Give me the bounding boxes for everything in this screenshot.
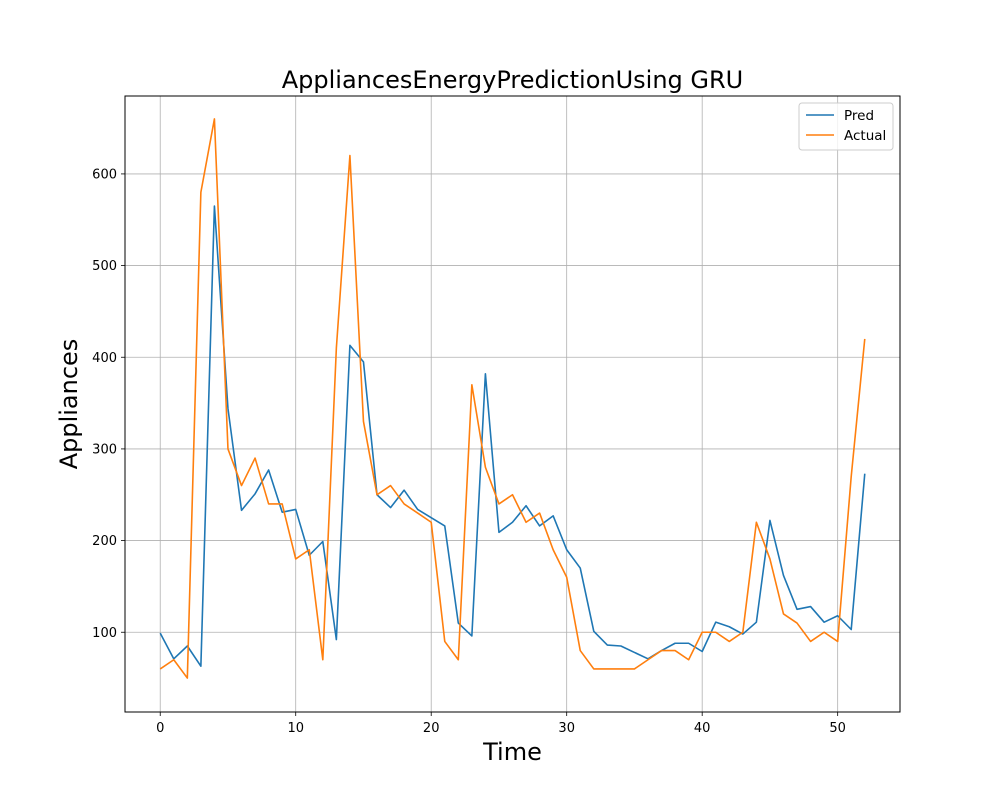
chart-title: AppliancesEnergyPredictionUsing GRU: [282, 66, 744, 94]
legend-label-pred: Pred: [844, 108, 874, 124]
x-tick-label: 30: [558, 721, 575, 736]
y-axis-label: Appliances: [55, 339, 83, 470]
plot-frame: [124, 95, 901, 713]
y-tick-label: 100: [92, 626, 117, 641]
axis-ticks: 0 10 20 30 40 50 100 200 300 400 500 600: [92, 167, 846, 736]
y-tick-label: 500: [92, 259, 117, 274]
legend-label-actual: Actual: [844, 128, 886, 144]
y-tick-label: 400: [92, 351, 117, 366]
x-tick-label: 50: [829, 721, 846, 736]
x-tick-label: 0: [156, 721, 164, 736]
x-tick-label: 10: [287, 721, 304, 736]
series-lines: [159, 118, 866, 679]
legend: Pred Actual: [798, 102, 894, 151]
y-tick-label: 300: [92, 442, 117, 457]
x-axis-label: Time: [482, 738, 542, 766]
y-tick-label: 200: [92, 534, 117, 549]
x-tick-label: 20: [423, 721, 440, 736]
series-line-pred: [159, 205, 866, 667]
x-tick-label: 40: [694, 721, 711, 736]
grid-lines: [125, 96, 900, 712]
series-line-actual: [159, 118, 866, 679]
y-tick-label: 600: [92, 167, 117, 182]
